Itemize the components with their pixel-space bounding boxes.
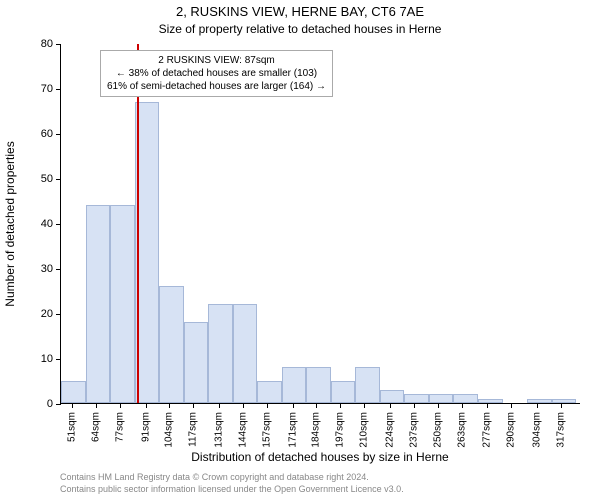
xtick-label: 304sqm bbox=[531, 412, 542, 448]
ytick-mark bbox=[56, 179, 61, 180]
xtick-mark bbox=[364, 403, 365, 408]
xtick-label: 224sqm bbox=[384, 412, 395, 448]
xtick-label: 290sqm bbox=[506, 412, 517, 448]
xtick-label: 250sqm bbox=[432, 412, 443, 448]
footer-line1: Contains HM Land Registry data © Crown c… bbox=[60, 472, 369, 482]
xtick-label: 263sqm bbox=[456, 412, 467, 448]
xtick-mark bbox=[169, 403, 170, 408]
annotation-line: 2 RUSKINS VIEW: 87sqm bbox=[107, 54, 326, 67]
ytick-mark bbox=[56, 404, 61, 405]
ytick-label: 40 bbox=[21, 218, 53, 230]
xtick-mark bbox=[267, 403, 268, 408]
xtick-label: 184sqm bbox=[311, 412, 322, 448]
chart-container: 2, RUSKINS VIEW, HERNE BAY, CT6 7AE Size… bbox=[0, 0, 600, 500]
ytick-label: 20 bbox=[21, 308, 53, 320]
xtick-label: 131sqm bbox=[214, 412, 225, 448]
annotation-line: 61% of semi-detached houses are larger (… bbox=[107, 80, 326, 93]
ytick-mark bbox=[56, 314, 61, 315]
ytick-mark bbox=[56, 359, 61, 360]
xtick-label: 64sqm bbox=[90, 412, 101, 442]
histogram-bar bbox=[429, 394, 454, 403]
histogram-bar bbox=[159, 286, 184, 403]
ytick-label: 0 bbox=[21, 398, 53, 410]
histogram-bar bbox=[306, 367, 331, 403]
xtick-mark bbox=[438, 403, 439, 408]
histogram-bar bbox=[233, 304, 258, 403]
xtick-mark bbox=[462, 403, 463, 408]
xtick-mark bbox=[316, 403, 317, 408]
histogram-bar bbox=[257, 381, 282, 404]
ytick-mark bbox=[56, 224, 61, 225]
xtick-mark bbox=[243, 403, 244, 408]
histogram-bar bbox=[552, 399, 577, 404]
xtick-mark bbox=[390, 403, 391, 408]
histogram-bar bbox=[331, 381, 356, 404]
xtick-mark bbox=[219, 403, 220, 408]
histogram-bar bbox=[61, 381, 86, 404]
xtick-mark bbox=[340, 403, 341, 408]
ytick-label: 30 bbox=[21, 263, 53, 275]
footer-line2: Contains public sector information licen… bbox=[60, 484, 404, 494]
xtick-mark bbox=[120, 403, 121, 408]
ytick-mark bbox=[56, 44, 61, 45]
xtick-mark bbox=[537, 403, 538, 408]
histogram-bar bbox=[404, 394, 429, 403]
ytick-mark bbox=[56, 89, 61, 90]
ytick-label: 10 bbox=[21, 353, 53, 365]
y-axis-label: Number of detached properties bbox=[3, 141, 17, 306]
xtick-mark bbox=[293, 403, 294, 408]
x-axis-label: Distribution of detached houses by size … bbox=[60, 450, 580, 464]
histogram-bar bbox=[184, 322, 209, 403]
xtick-label: 157sqm bbox=[261, 412, 272, 448]
xtick-label: 197sqm bbox=[335, 412, 346, 448]
annotation-box: 2 RUSKINS VIEW: 87sqm← 38% of detached h… bbox=[100, 50, 333, 97]
xtick-label: 171sqm bbox=[287, 412, 298, 448]
xtick-label: 317sqm bbox=[555, 412, 566, 448]
histogram-bar bbox=[86, 205, 111, 403]
xtick-label: 210sqm bbox=[359, 412, 370, 448]
xtick-label: 117sqm bbox=[188, 412, 199, 447]
ytick-label: 60 bbox=[21, 128, 53, 140]
histogram-bar bbox=[282, 367, 307, 403]
ytick-label: 80 bbox=[21, 38, 53, 50]
xtick-mark bbox=[193, 403, 194, 408]
xtick-mark bbox=[146, 403, 147, 408]
histogram-bar bbox=[380, 390, 405, 404]
chart-title-line2: Size of property relative to detached ho… bbox=[0, 22, 600, 36]
xtick-mark bbox=[487, 403, 488, 408]
xtick-mark bbox=[72, 403, 73, 408]
annotation-line: ← 38% of detached houses are smaller (10… bbox=[107, 67, 326, 80]
xtick-mark bbox=[511, 403, 512, 408]
xtick-label: 277sqm bbox=[482, 412, 493, 448]
plot-area: 0102030405060708051sqm64sqm77sqm91sqm104… bbox=[60, 44, 580, 404]
xtick-label: 144sqm bbox=[237, 412, 248, 448]
xtick-mark bbox=[96, 403, 97, 408]
xtick-mark bbox=[561, 403, 562, 408]
xtick-label: 91sqm bbox=[140, 412, 151, 442]
histogram-bar bbox=[527, 399, 552, 404]
histogram-bar bbox=[110, 205, 135, 403]
xtick-label: 104sqm bbox=[164, 412, 175, 448]
ytick-mark bbox=[56, 269, 61, 270]
histogram-bar bbox=[355, 367, 380, 403]
xtick-label: 237sqm bbox=[408, 412, 419, 448]
xtick-label: 77sqm bbox=[114, 412, 125, 442]
xtick-mark bbox=[414, 403, 415, 408]
ytick-label: 70 bbox=[21, 83, 53, 95]
ytick-mark bbox=[56, 134, 61, 135]
property-marker-line bbox=[137, 44, 139, 403]
ytick-label: 50 bbox=[21, 173, 53, 185]
chart-title-line1: 2, RUSKINS VIEW, HERNE BAY, CT6 7AE bbox=[0, 4, 600, 19]
histogram-bar bbox=[478, 399, 503, 404]
histogram-bar bbox=[208, 304, 233, 403]
xtick-label: 51sqm bbox=[67, 412, 78, 442]
histogram-bar bbox=[453, 394, 478, 403]
